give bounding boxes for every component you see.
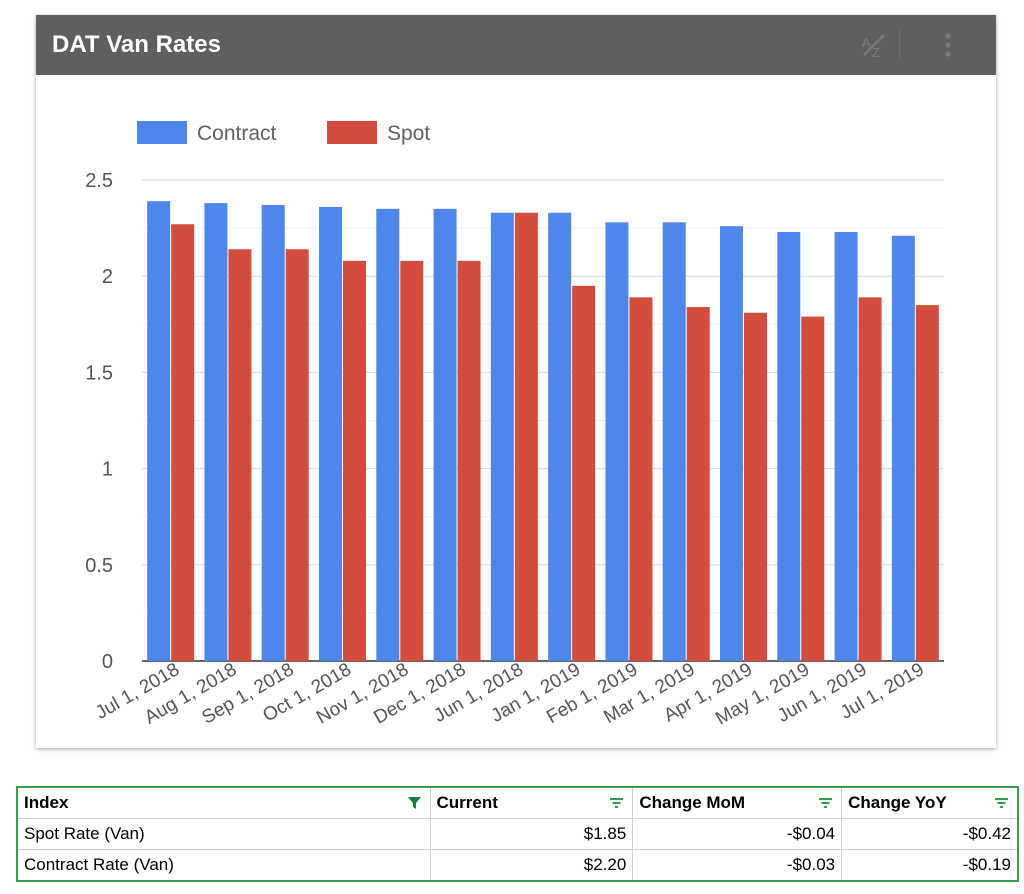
bar-spot[interactable] xyxy=(686,306,710,661)
cell-index[interactable]: Contract Rate (Van) xyxy=(17,849,431,881)
cell-current[interactable]: $2.20 xyxy=(429,849,634,881)
bar-contract[interactable] xyxy=(662,222,686,661)
col-header-index[interactable]: Index xyxy=(17,787,431,819)
bar-spot[interactable] xyxy=(514,212,538,661)
more-vert-icon[interactable] xyxy=(928,25,968,65)
col-header-change-mom[interactable]: Change MoM xyxy=(632,787,843,819)
bar-spot[interactable] xyxy=(400,260,424,661)
filter-icon[interactable] xyxy=(818,796,833,810)
bar-contract[interactable] xyxy=(376,208,400,662)
svg-text:Z: Z xyxy=(872,45,880,60)
bar-contract[interactable] xyxy=(147,201,171,661)
bar-spot[interactable] xyxy=(285,249,309,662)
chart-legend: Contract Spot xyxy=(137,121,430,145)
bar-contract[interactable] xyxy=(891,235,915,661)
y-tick-label: 1 xyxy=(102,459,113,481)
card-header: DAT Van Rates A Z xyxy=(36,15,996,75)
col-header-current[interactable]: Current xyxy=(429,787,634,819)
y-tick-label: 2 xyxy=(102,266,113,288)
table-header-row: Index Current Change MoM Change YoY xyxy=(17,787,1018,819)
legend-swatch-contract xyxy=(137,121,187,144)
bar-contract[interactable] xyxy=(204,203,228,661)
y-tick-label: 0 xyxy=(102,651,113,673)
cell-change-mom[interactable]: -$0.04 xyxy=(632,818,843,850)
sort-az-icon[interactable]: A Z xyxy=(854,25,894,65)
cell-change-yoy[interactable]: -$0.42 xyxy=(841,818,1018,850)
bar-spot[interactable] xyxy=(801,316,825,661)
chart-bars xyxy=(147,201,939,662)
y-axis-ticks: 0 0.5 1 1.5 2 2.5 xyxy=(85,170,113,673)
bar-spot[interactable] xyxy=(457,260,481,661)
bar-spot[interactable] xyxy=(915,305,939,661)
bar-contract[interactable] xyxy=(261,205,285,661)
bar-spot[interactable] xyxy=(572,285,596,661)
cell-index[interactable]: Spot Rate (Van) xyxy=(17,818,431,850)
header-divider xyxy=(899,29,900,61)
bar-spot[interactable] xyxy=(228,249,252,662)
y-tick-label: 0.5 xyxy=(85,555,113,577)
bar-contract[interactable] xyxy=(490,212,514,661)
rates-table: Index Current Change MoM Change YoY xyxy=(16,786,1019,882)
col-header-change-yoy[interactable]: Change YoY xyxy=(841,787,1018,819)
bar-contract[interactable] xyxy=(720,226,743,661)
cell-change-mom[interactable]: -$0.03 xyxy=(632,849,843,881)
filter-icon[interactable] xyxy=(994,796,1009,810)
y-tick-label: 2.5 xyxy=(85,170,113,192)
bar-spot[interactable] xyxy=(171,224,195,661)
bar-contract[interactable] xyxy=(605,222,629,661)
filter-icon[interactable] xyxy=(609,796,624,810)
bar-spot[interactable] xyxy=(858,297,882,661)
legend-label-spot: Spot xyxy=(387,122,430,145)
svg-text:A: A xyxy=(862,35,871,50)
cell-current[interactable]: $1.85 xyxy=(429,818,634,850)
bar-contract[interactable] xyxy=(433,208,457,662)
legend-swatch-spot xyxy=(327,121,377,144)
bar-spot[interactable] xyxy=(744,312,767,661)
bar-contract[interactable] xyxy=(548,212,572,661)
bar-spot[interactable] xyxy=(343,260,366,661)
bar-chart: Contract Spot 0 0.5 1 1.5 2 2.5 Jul 1, 2018Aug… xyxy=(85,121,944,730)
bar-spot[interactable] xyxy=(629,297,653,661)
bar-contract[interactable] xyxy=(834,231,858,661)
chart-card: DAT Van Rates A Z Contract Spot 0 0.5 1 1.5 2… xyxy=(36,15,996,748)
chart-title: DAT Van Rates xyxy=(52,31,221,58)
y-tick-label: 1.5 xyxy=(85,362,113,384)
legend-label-contract: Contract xyxy=(197,122,277,145)
filter-active-icon[interactable] xyxy=(407,796,422,810)
table-row: Contract Rate (Van) $2.20 -$0.03 -$0.19 xyxy=(17,849,1018,881)
bar-contract[interactable] xyxy=(319,206,342,661)
table-row: Spot Rate (Van) $1.85 -$0.04 -$0.42 xyxy=(17,818,1018,850)
cell-change-yoy[interactable]: -$0.19 xyxy=(841,849,1018,881)
bar-contract[interactable] xyxy=(777,231,801,661)
